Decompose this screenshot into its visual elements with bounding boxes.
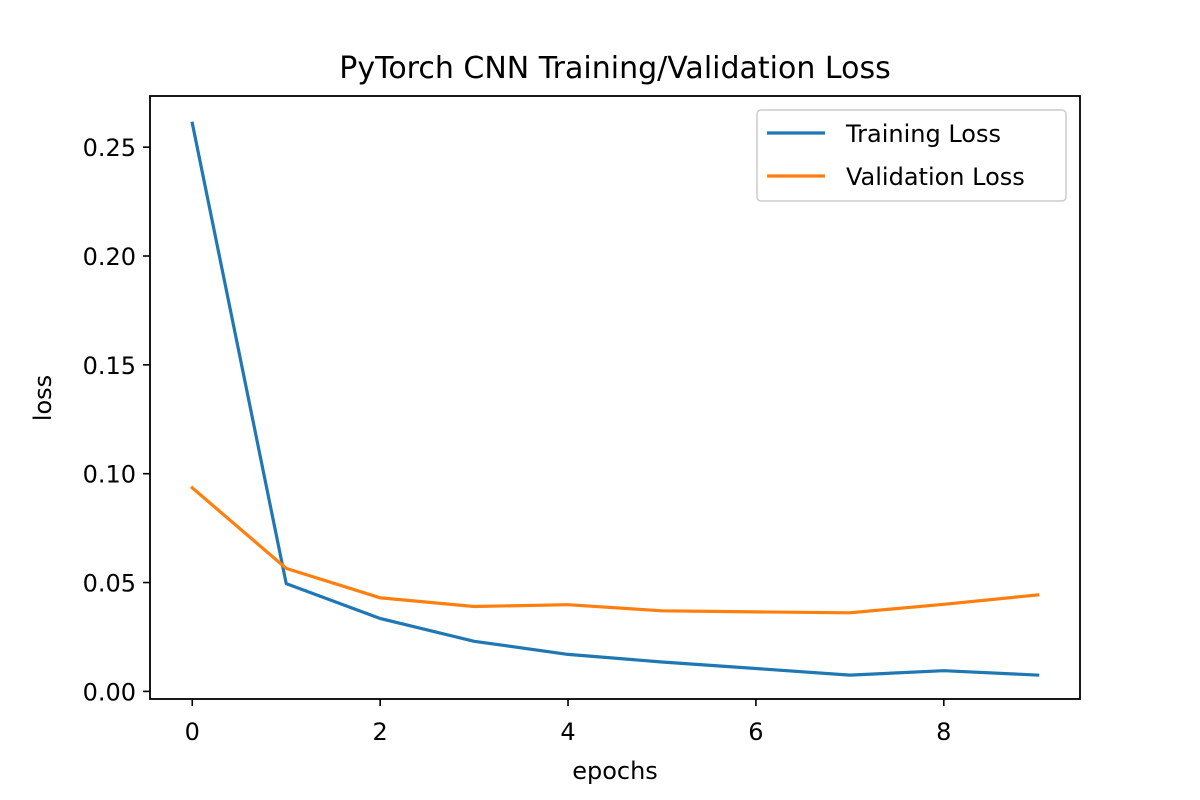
training-loss-line [190, 121, 1040, 677]
x-axis-ticks: 0 2 4 6 8 [185, 699, 951, 746]
chart-title: PyTorch CNN Training/Validation Loss [339, 51, 890, 86]
x-tick-label: 0 [185, 718, 200, 746]
x-tick-label: 8 [936, 718, 951, 746]
legend-box [756, 109, 1067, 202]
y-tick-label: 0.20 [83, 243, 136, 271]
y-tick-label: 0.15 [83, 352, 136, 380]
plot-frame [149, 95, 1081, 700]
x-tick-label: 6 [748, 718, 763, 746]
x-tick-label: 4 [560, 718, 575, 746]
y-tick-label: 0.00 [83, 678, 136, 706]
legend-label-validation-loss: Validation Loss [846, 163, 1025, 191]
y-tick-label: 0.10 [83, 461, 136, 489]
x-tick-label: 2 [373, 718, 388, 746]
legend-label-training-loss: Training Loss [845, 120, 1001, 148]
legend: Training Loss Validation Loss [756, 109, 1067, 202]
x-axis-label: epochs [572, 757, 658, 785]
y-tick-label: 0.25 [83, 134, 136, 162]
plot-lines [190, 121, 1040, 677]
y-axis-label: loss [29, 375, 57, 421]
y-axis-ticks: 0.00 0.05 0.10 0.15 0.20 0.25 [83, 134, 150, 706]
validation-loss-line [190, 485, 1040, 615]
y-tick-label: 0.05 [83, 570, 136, 598]
